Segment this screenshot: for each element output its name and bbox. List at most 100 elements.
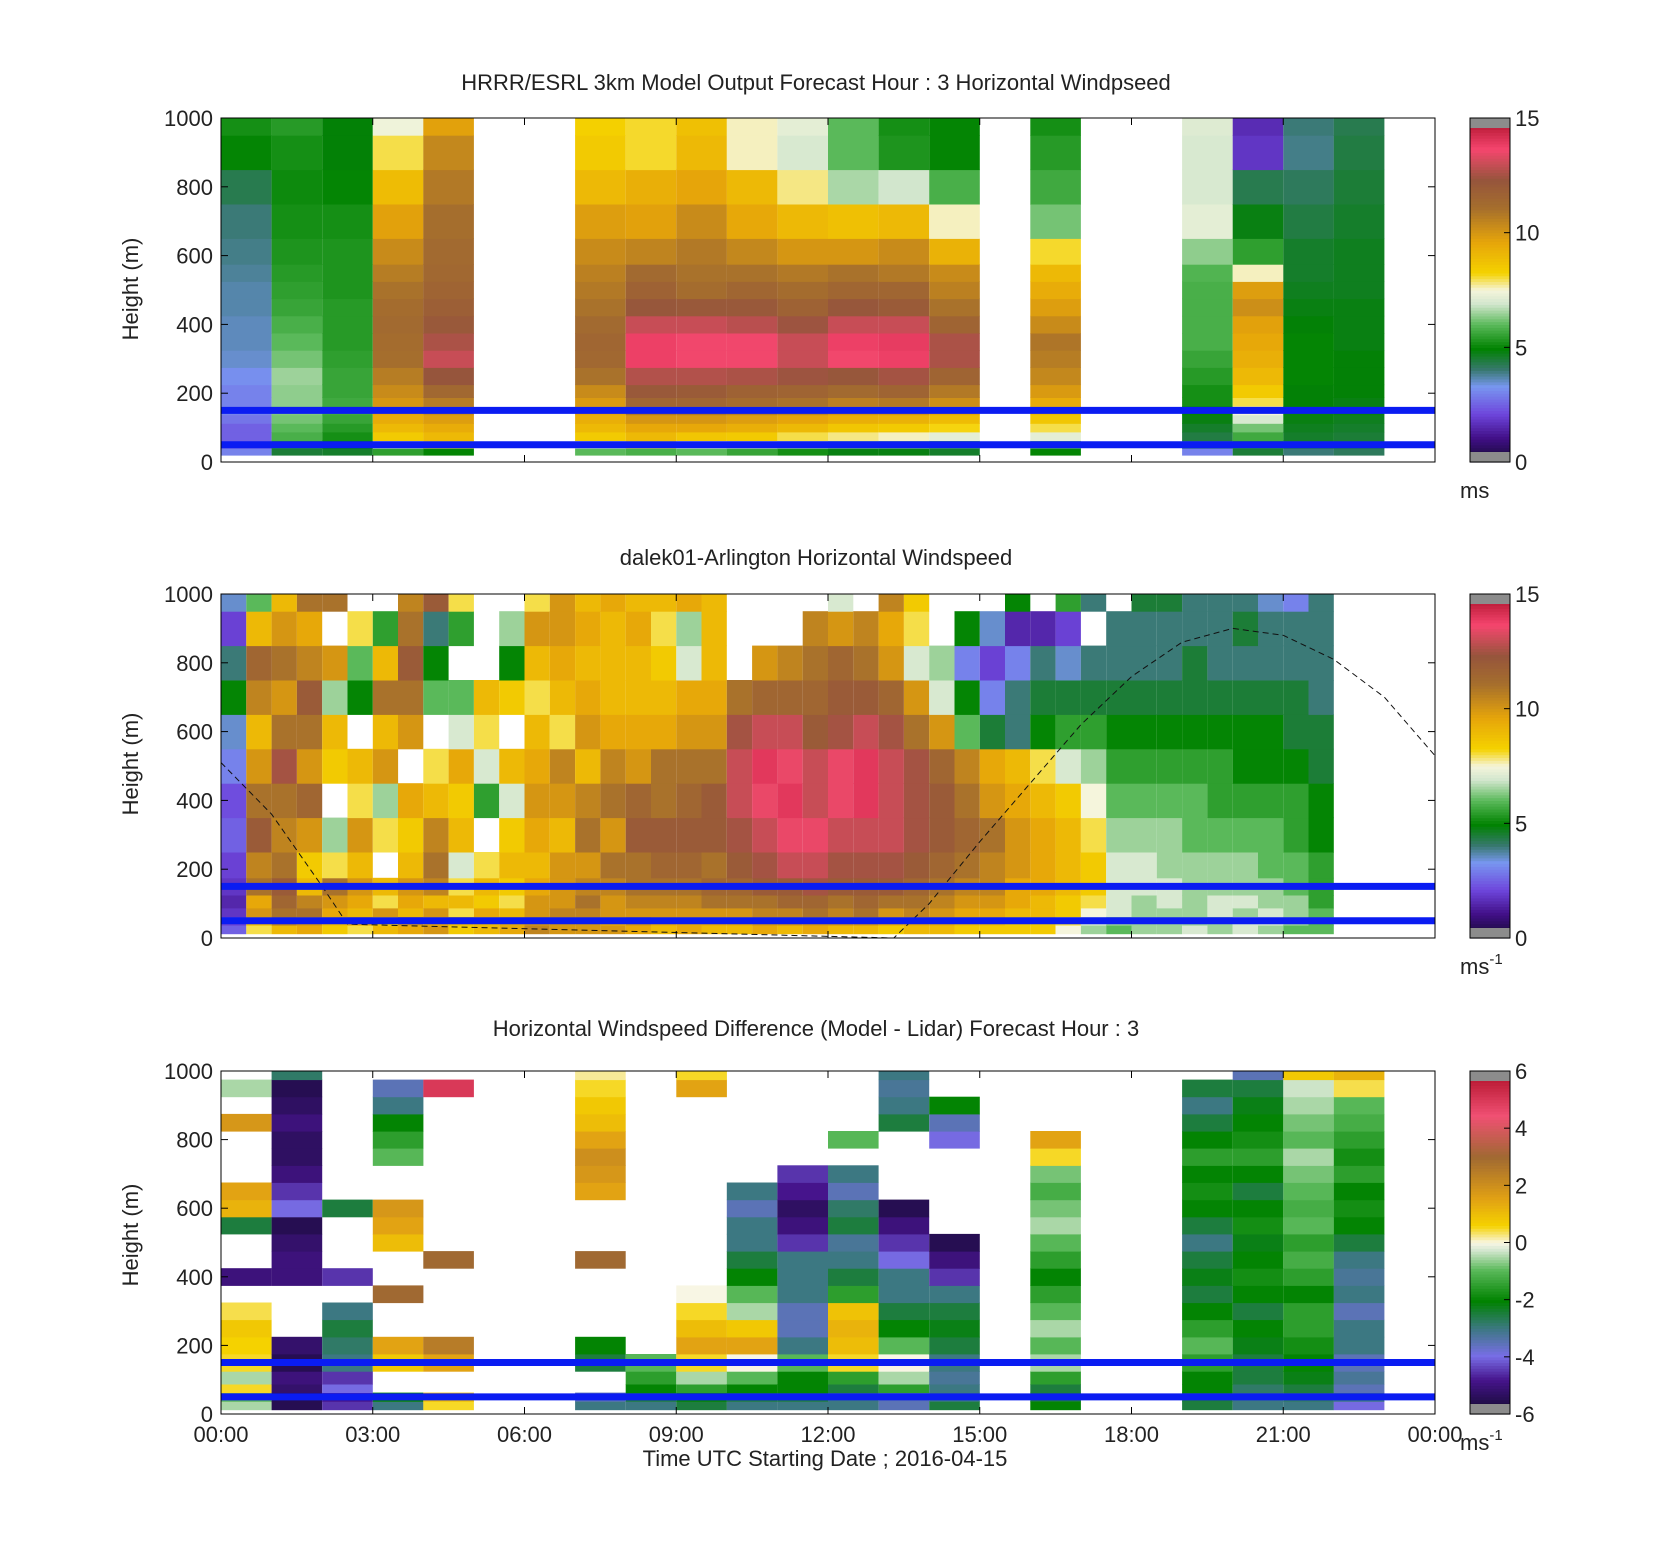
heatmap-cell — [1207, 748, 1233, 784]
heatmap-cell — [423, 315, 474, 334]
heatmap-cell — [296, 714, 323, 750]
colorbar-swatch — [1470, 834, 1510, 839]
heatmap-cell — [221, 397, 272, 407]
colorbar-swatch — [1470, 889, 1510, 893]
colorbar-swatch — [1470, 192, 1510, 196]
colorbar-swatch — [1470, 1399, 1510, 1404]
colorbar-swatch — [1470, 909, 1510, 913]
colorbar-swatch — [1470, 1359, 1510, 1364]
colorbar-swatch — [1470, 1396, 1510, 1401]
heatmap-cell — [347, 748, 373, 784]
heatmap-cell — [1232, 1401, 1284, 1411]
heatmap-cell — [1333, 1319, 1385, 1338]
heatmap-cell — [1308, 817, 1334, 853]
y-tick-label: 800 — [176, 1128, 213, 1153]
colorbar-swatch — [1470, 711, 1510, 715]
heatmap-cell — [777, 298, 828, 317]
colorbar-swatch — [1470, 637, 1510, 641]
heatmap-cell — [1232, 367, 1284, 386]
heatmap-cell — [1055, 895, 1081, 909]
heatmap-cell — [575, 1079, 626, 1098]
heatmap-cell — [1030, 315, 1081, 334]
heatmap-cell — [1131, 852, 1157, 879]
heatmap-cell — [423, 169, 474, 205]
heatmap-cell — [372, 1148, 424, 1166]
heatmap-cell — [802, 852, 828, 879]
y-axis-label: Height (m) — [118, 713, 143, 816]
colorbar-swatch — [1470, 1285, 1510, 1289]
colorbar-swatch — [1470, 419, 1510, 423]
heatmap-cell — [1182, 281, 1233, 300]
heatmap-cell — [271, 594, 297, 612]
colorbar-swatch — [1470, 258, 1510, 262]
colorbar-unit-text: ms — [1460, 1430, 1489, 1455]
colorbar-swatch — [1470, 338, 1510, 343]
heatmap-cell — [372, 895, 399, 909]
heatmap-cell — [903, 714, 930, 750]
heatmap-cell — [929, 431, 980, 441]
heatmap-cell — [903, 594, 930, 612]
heatmap-cell — [575, 423, 626, 433]
heatmap-cell — [372, 1233, 424, 1252]
heatmap-cell — [625, 333, 677, 351]
heatmap-cell — [1005, 925, 1031, 935]
heatmap-cell — [549, 895, 576, 909]
heatmap-cell — [448, 852, 474, 879]
colorbar-swatch — [1470, 622, 1510, 627]
heatmap-cell — [296, 748, 323, 784]
heatmap-cell — [929, 852, 955, 879]
colorbar-swatch — [1470, 209, 1510, 214]
colorbar-swatch — [1470, 1259, 1510, 1264]
heatmap-cell — [676, 748, 702, 784]
heatmap-cell — [221, 264, 272, 282]
heatmap-cell — [1283, 298, 1334, 317]
heatmap-cell — [726, 431, 778, 441]
colorbar-unit: ms-1 — [1460, 1427, 1503, 1455]
colorbar-swatch — [1470, 748, 1510, 753]
heatmap-cell — [221, 594, 247, 612]
heatmap-cell — [575, 238, 626, 265]
heatmap-cell — [954, 748, 980, 784]
heatmap-cell — [828, 448, 879, 456]
colorbar-swatch — [1470, 1348, 1510, 1352]
heatmap-cell — [271, 169, 323, 205]
heatmap-cell — [1207, 817, 1233, 853]
heatmap-cell — [726, 1401, 778, 1411]
heatmap-cell — [322, 397, 373, 407]
heatmap-cell — [1005, 645, 1031, 681]
heatmap-cell — [1207, 714, 1233, 750]
heatmap-cell — [1131, 680, 1157, 715]
heatmap-cell — [549, 611, 576, 647]
heatmap-cell — [828, 315, 879, 334]
heatmap-cell — [777, 169, 828, 205]
heatmap-cell — [1030, 714, 1056, 750]
heatmap-cell — [701, 907, 727, 917]
heatmap-cell — [625, 264, 677, 282]
heatmap-cell — [777, 907, 803, 917]
heatmap-cell — [1232, 414, 1284, 424]
heatmap-cell — [473, 714, 500, 750]
heatmap-cell — [676, 135, 727, 171]
heatmap-cell — [499, 645, 525, 681]
heatmap-cell — [1055, 680, 1081, 715]
heatmap-cell — [296, 594, 323, 612]
heatmap-cell — [575, 414, 626, 424]
heatmap-cell — [1283, 397, 1334, 407]
heatmap-cell — [1080, 907, 1107, 917]
colorbar-swatch — [1470, 1379, 1510, 1384]
heatmap-cell — [1030, 680, 1056, 715]
panel-difference: Horizontal Windspeed Difference (Model -… — [118, 1016, 1535, 1471]
heatmap-cell — [499, 783, 525, 819]
colorbar-swatch — [1470, 702, 1510, 707]
heatmap-cell — [423, 204, 474, 239]
heatmap-cell — [372, 1131, 424, 1149]
heatmap-cell — [1030, 1371, 1081, 1385]
heatmap-cell — [372, 783, 399, 819]
colorbar-swatch — [1470, 837, 1510, 842]
colorbar-swatch — [1470, 1322, 1510, 1326]
heatmap-cell — [1182, 748, 1208, 784]
heatmap-cell — [1308, 594, 1334, 612]
panel-title: dalek01-Arlington Horizontal Windspeed — [620, 545, 1013, 570]
heatmap-cell — [1232, 1384, 1284, 1394]
heatmap-cell — [322, 1336, 373, 1355]
